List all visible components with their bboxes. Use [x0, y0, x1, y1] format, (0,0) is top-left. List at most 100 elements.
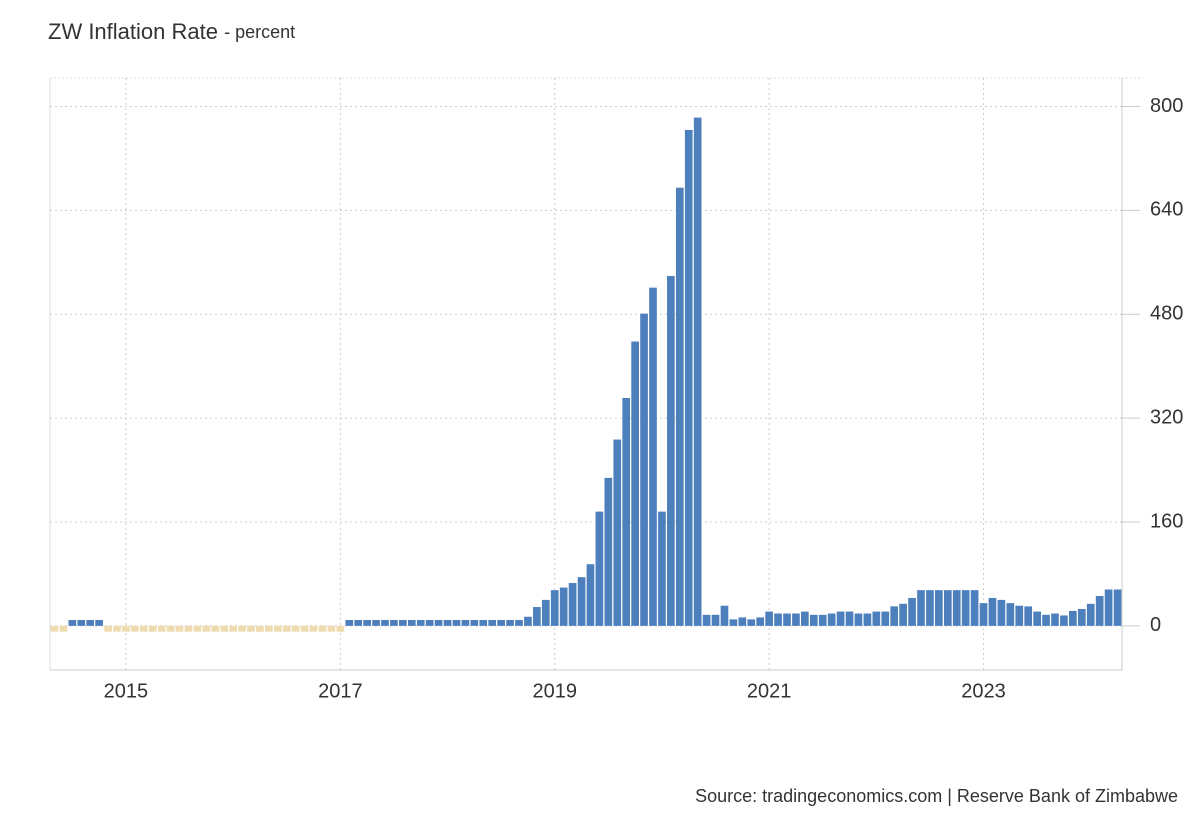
bar — [970, 590, 979, 626]
bar — [363, 620, 371, 626]
bar — [836, 611, 845, 626]
bar — [792, 613, 800, 626]
bar — [1113, 589, 1122, 626]
bar — [667, 275, 675, 626]
bar — [1069, 610, 1077, 626]
bar — [533, 607, 541, 626]
bar — [926, 590, 934, 626]
bar — [139, 625, 148, 632]
title: ZW Inflation Rate — [48, 19, 218, 44]
bar — [309, 625, 318, 632]
bar — [622, 398, 631, 626]
x-tick-label: 2017 — [318, 680, 363, 702]
bar — [273, 625, 282, 632]
bar — [568, 583, 577, 626]
x-tick-label: 2015 — [104, 680, 149, 702]
bar — [318, 625, 327, 632]
bar — [202, 625, 211, 632]
bar — [282, 625, 291, 632]
bar — [881, 611, 890, 626]
bar — [479, 620, 488, 626]
bar — [961, 590, 970, 626]
bar — [77, 620, 86, 626]
bar — [50, 625, 59, 632]
bar — [720, 605, 729, 626]
bar — [229, 625, 237, 632]
bar — [631, 341, 639, 626]
bar — [104, 625, 112, 632]
bar — [59, 625, 68, 632]
bar — [399, 620, 407, 626]
bar — [577, 577, 586, 626]
y-tick-label: 320 — [1150, 406, 1183, 428]
bar — [220, 625, 229, 632]
bar — [1042, 614, 1050, 626]
bar — [247, 625, 255, 632]
bar — [979, 603, 988, 626]
y-tick-label: 480 — [1150, 303, 1183, 325]
bar — [506, 620, 514, 626]
bar — [595, 511, 604, 626]
bar — [148, 625, 157, 632]
bar — [291, 625, 300, 632]
x-tick-label: 2021 — [747, 680, 792, 702]
bar — [658, 511, 666, 626]
bar — [443, 620, 452, 626]
bar — [1024, 606, 1033, 626]
bar — [390, 620, 398, 626]
bar — [899, 603, 907, 626]
bar — [809, 614, 818, 626]
bar — [131, 625, 139, 632]
bar — [1060, 615, 1068, 626]
bar — [416, 620, 425, 626]
bar — [774, 613, 782, 626]
bar — [300, 625, 309, 632]
bar — [845, 611, 854, 626]
bar — [908, 597, 916, 626]
bar — [756, 617, 765, 626]
bar — [640, 313, 648, 626]
bar — [515, 620, 523, 626]
bar — [827, 613, 836, 626]
y-tick-label: 160 — [1150, 510, 1183, 532]
bar — [256, 625, 264, 632]
bar — [452, 620, 461, 626]
bar — [729, 619, 738, 626]
bar — [783, 613, 791, 626]
chart-title: ZW Inflation Rate - percent — [48, 19, 295, 44]
bar — [935, 590, 943, 626]
bar — [747, 619, 756, 626]
bar — [1095, 596, 1104, 626]
y-tick-label: 640 — [1150, 199, 1183, 221]
x-tick-label: 2019 — [532, 680, 577, 702]
bar — [1051, 613, 1059, 626]
bar — [184, 625, 193, 632]
bar — [693, 117, 702, 626]
bar — [818, 614, 827, 626]
bar — [649, 287, 657, 626]
bar — [550, 590, 559, 626]
bar — [1033, 611, 1041, 626]
bar — [613, 439, 622, 626]
bar — [336, 625, 345, 632]
bar — [434, 620, 443, 626]
bar — [524, 616, 532, 626]
bar — [265, 625, 273, 632]
bar — [702, 614, 711, 626]
bar — [684, 129, 693, 626]
bar — [854, 613, 863, 626]
bar — [470, 620, 479, 626]
bar — [211, 625, 220, 632]
bar — [354, 620, 363, 626]
bar — [872, 611, 881, 626]
bar — [327, 625, 336, 632]
bar — [559, 587, 568, 626]
bar — [86, 620, 95, 626]
bar — [1006, 603, 1015, 626]
bar — [675, 187, 684, 626]
bar — [488, 620, 497, 626]
y-tick-label: 0 — [1150, 614, 1161, 636]
bar — [541, 599, 550, 626]
bar — [943, 590, 952, 626]
